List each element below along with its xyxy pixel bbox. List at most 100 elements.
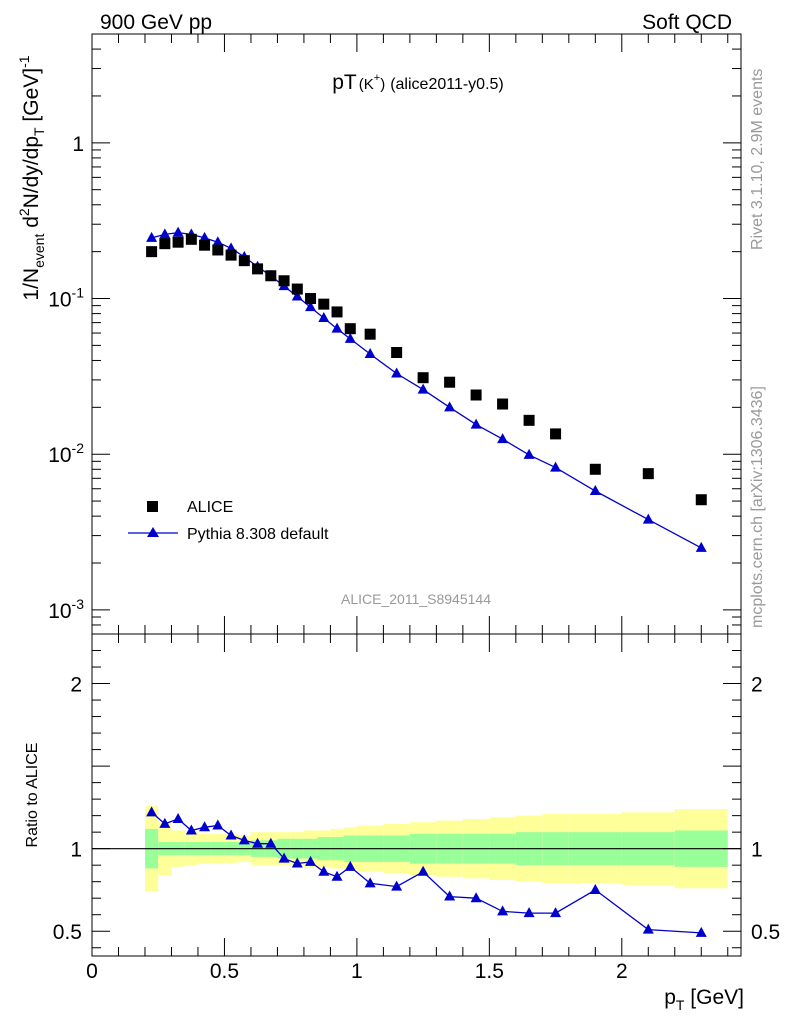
data-point	[497, 398, 509, 410]
ratio-data-layer	[146, 806, 707, 937]
data-point	[185, 233, 197, 245]
x-tick-label: 0	[86, 960, 98, 983]
ratio-mc-point	[444, 890, 456, 901]
mc-point	[172, 226, 184, 237]
data-point	[391, 346, 403, 358]
mc-point	[642, 513, 654, 524]
data-point	[291, 283, 303, 295]
ratio-y-tick-label: 1	[70, 839, 82, 862]
ratio-mc-point	[212, 819, 224, 830]
x-axis-label: pT [GeV]	[664, 986, 744, 1013]
data-point	[172, 236, 184, 248]
ratio-y-tick-label: 2	[70, 674, 82, 697]
ratio-mc-point	[225, 829, 237, 840]
ratio-mc-point	[523, 907, 535, 918]
ratio-mc-point	[417, 865, 429, 876]
data-point	[305, 293, 317, 305]
mc-point	[199, 231, 211, 242]
data-point	[550, 428, 562, 440]
main-y-tick-label: 10-2	[48, 440, 84, 467]
ratio-axis-ticks: 0.5 0.51 12 20 0.5 1 1.5 2	[53, 633, 780, 983]
mc-point	[291, 290, 303, 301]
ratio-mc-point	[497, 905, 509, 916]
mc-point	[305, 301, 317, 312]
main-y-axis-label: 1/Nevent d2N/dy/dpT [GeV]-1	[16, 55, 47, 300]
data-point	[252, 263, 264, 275]
ratio-mc-point	[550, 907, 562, 918]
ratio-mc-point	[305, 855, 317, 866]
mc-point	[589, 485, 601, 496]
header-left: 900 GeV pp	[100, 11, 212, 34]
ratio-y-tick-label: 0.5	[53, 921, 82, 944]
ratio-mc-point	[470, 892, 482, 903]
mc-point	[695, 541, 707, 552]
ratio-mc-point	[391, 880, 403, 891]
ratio-mc-point	[318, 865, 330, 876]
mc-point	[159, 228, 171, 239]
ratio-mc-point	[159, 817, 171, 828]
legend-data-marker	[147, 501, 158, 512]
mc-point	[417, 383, 429, 394]
mc-point	[523, 448, 535, 459]
mc-point	[146, 231, 158, 242]
ratio-mc-point	[199, 821, 211, 832]
legend-mc-label: Pythia 8.308 default	[187, 526, 329, 543]
ratio-mc-point	[291, 857, 303, 868]
main-axis-ticks: 10-3 10-2 10-1 1	[48, 33, 741, 635]
data-point	[344, 323, 356, 335]
ratio-mc-point	[331, 870, 343, 881]
ratio-mc-point	[278, 852, 290, 863]
ratio-y-axis-label: Ratio to ALICE	[24, 743, 41, 848]
ratio-y-tick-label-right: 1	[751, 839, 763, 862]
ratio-mc-point	[265, 837, 277, 848]
data-point	[364, 328, 376, 340]
data-point	[695, 494, 707, 506]
mc-point	[331, 322, 343, 333]
main-frame	[91, 33, 742, 635]
ratio-mc-point	[146, 806, 158, 817]
mcplots-info: mcplots.cern.ch [arXiv:1306.3436]	[749, 386, 766, 628]
data-point	[589, 463, 601, 475]
plot-title: pT (K+) (alice2011-y0.5)	[332, 71, 504, 94]
data-point	[238, 255, 250, 267]
ratio-mc-point	[642, 923, 654, 934]
main-plot: 10-3 10-2 10-1 1 pT (K+) (alice2011-y0.5) 1/N…	[16, 33, 742, 635]
main-y-tick-label: 1	[72, 133, 84, 156]
x-tick-label: 0.5	[210, 960, 239, 983]
mc-point	[318, 311, 330, 322]
x-tick-label: 2	[616, 960, 628, 983]
ratio-mc-point	[238, 834, 250, 845]
x-tick-label: 1.5	[475, 960, 504, 983]
data-point	[444, 376, 456, 388]
data-point	[470, 389, 482, 401]
ratio-mc-point	[589, 883, 601, 894]
data-point	[265, 270, 277, 282]
ratio-frame	[91, 633, 742, 957]
data-point	[417, 372, 429, 384]
data-point	[523, 414, 535, 426]
watermark: ALICE_2011_S8945144	[341, 591, 491, 607]
legend-data-label: ALICE	[187, 499, 233, 516]
ratio-mc-point	[695, 926, 707, 937]
data-point	[212, 244, 224, 256]
legend-mc-marker	[147, 527, 159, 537]
main-y-tick-label: 10-1	[48, 285, 84, 312]
ratio-mc-point	[252, 837, 264, 848]
legend: ALICE Pythia 8.308 default	[128, 499, 329, 543]
ratio-mc-point	[344, 860, 356, 871]
mc-point	[212, 236, 224, 247]
data-point	[642, 468, 654, 480]
ratio-mc-point	[185, 824, 197, 835]
data-point	[318, 298, 330, 310]
data-point	[278, 275, 290, 287]
ratio-y-tick-label-right: 2	[751, 674, 763, 697]
data-point	[225, 249, 237, 261]
data-point	[146, 246, 158, 258]
mc-point	[344, 332, 356, 343]
mc-point	[470, 418, 482, 429]
mc-point	[444, 401, 456, 412]
ratio-plot: 0.5 0.51 12 20 0.5 1 1.5 2 Ratio to ALICE	[24, 633, 780, 983]
main-y-tick-label: 10-3	[48, 596, 84, 623]
mc-point	[391, 367, 403, 378]
